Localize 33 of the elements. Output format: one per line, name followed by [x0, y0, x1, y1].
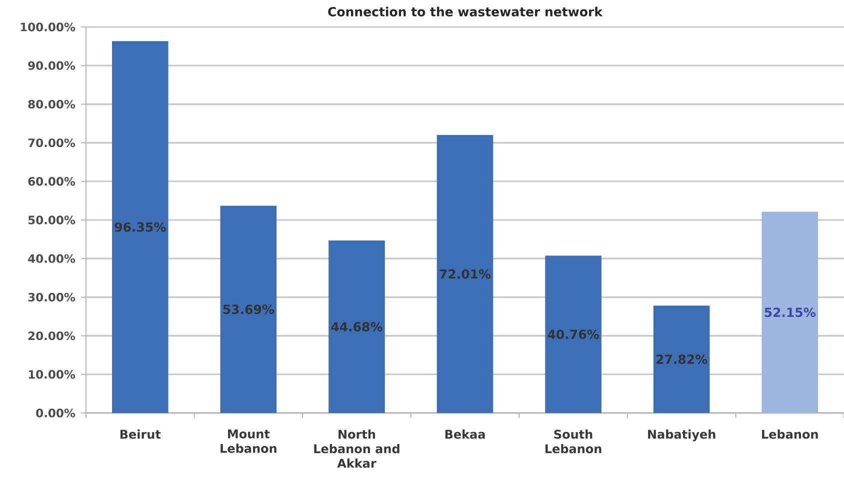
x-tick-label: Bekaa — [445, 430, 485, 439]
bar — [762, 212, 818, 413]
data-label: 40.76% — [548, 330, 599, 340]
x-tick-label: Nabatiyeh — [648, 430, 716, 442]
y-tick-label: 40.00% — [28, 254, 76, 263]
y-tick-label: 20.00% — [28, 331, 76, 340]
bar — [436, 135, 494, 413]
x-tick-label: North Lebanon and Akkar — [314, 430, 400, 468]
y-tick-label: 50.00% — [28, 216, 76, 224]
x-tick-label: Mount Lebanon — [220, 430, 276, 453]
y-tick-label: 80.00% — [28, 100, 76, 109]
data-label: 52.15% — [764, 308, 816, 318]
y-tick-label: 90.00% — [28, 61, 76, 70]
y-tick-label: 30.00% — [28, 292, 76, 302]
x-tick-label: Beirut — [120, 430, 161, 439]
y-tick-label: 10.00% — [28, 370, 76, 379]
bar — [220, 206, 277, 413]
y-tick-label: 100.00% — [20, 22, 76, 32]
x-tick-label: South Lebanon — [545, 430, 602, 454]
y-tick-label: 60.00% — [28, 177, 76, 186]
chart-title: Connection to the wastewater network — [328, 6, 603, 16]
data-label: 96.35% — [114, 222, 166, 232]
bar — [328, 240, 385, 413]
data-label: 44.68% — [331, 322, 382, 332]
data-label: 53.69% — [223, 304, 274, 314]
bar — [653, 306, 710, 413]
y-tick-label: 0.00% — [36, 408, 76, 418]
bar — [112, 41, 168, 413]
y-tick-label: 70.00% — [28, 138, 76, 148]
data-label: 72.01% — [440, 269, 491, 279]
bar — [545, 256, 602, 413]
data-label: 27.82% — [656, 354, 708, 364]
x-tick-label: Lebanon — [762, 430, 818, 439]
